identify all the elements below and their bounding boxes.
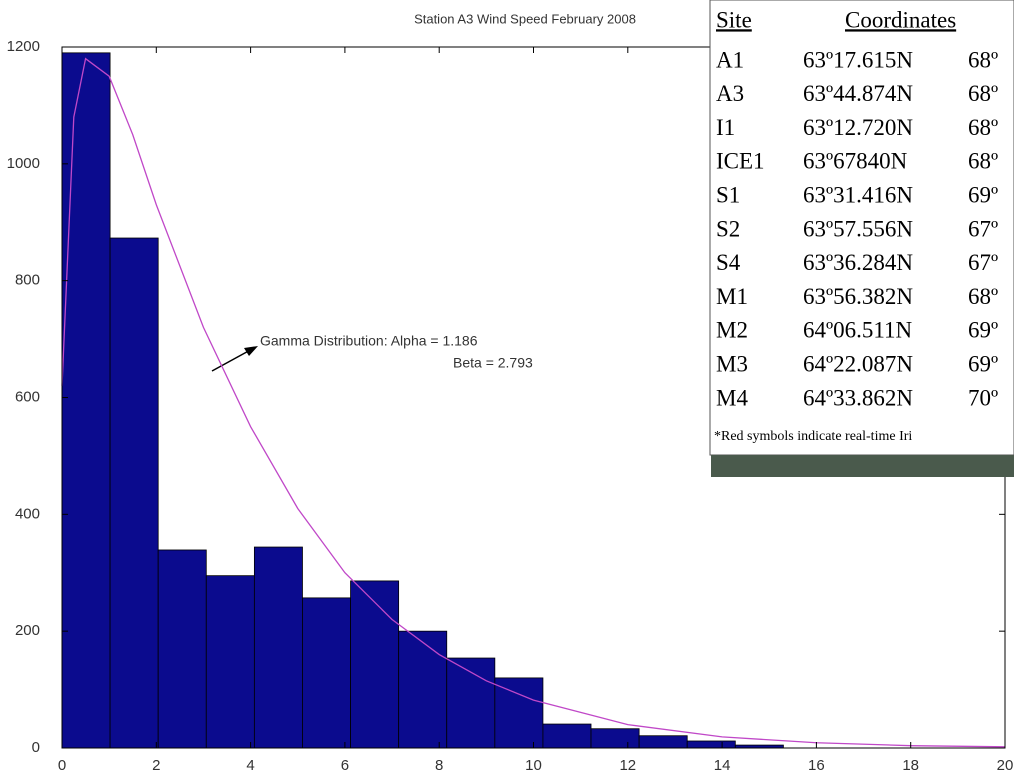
bar — [253, 546, 303, 749]
table-cell: 68º — [968, 47, 998, 72]
table-cell: 63º17.615N — [803, 47, 913, 72]
y-tick-label: 1000 — [7, 155, 40, 172]
table-cell: 68º — [968, 81, 998, 106]
table-header: Site — [716, 7, 752, 32]
bar — [590, 728, 640, 749]
chart-title: Station A3 Wind Speed February 2008 — [414, 11, 636, 26]
annotation-arrow — [211, 346, 258, 372]
bar — [61, 52, 111, 749]
table-cell: 67º — [968, 216, 998, 241]
bar — [302, 597, 351, 749]
map-strip — [711, 455, 1014, 477]
table-cell: 69º — [968, 318, 998, 343]
x-tick-label: 6 — [341, 757, 349, 774]
table-cell: ICE1 — [716, 149, 765, 174]
table-bg — [709, 0, 1014, 456]
bar — [109, 237, 159, 749]
fit-curve — [61, 57, 1006, 748]
bar — [542, 723, 592, 749]
table-cell: M3 — [716, 351, 748, 376]
table-cell: 63º67840N — [803, 149, 908, 174]
table-cell: M1 — [716, 284, 748, 309]
bar — [494, 677, 544, 749]
arrow-head — [244, 346, 258, 356]
table-cell: 63º36.284N — [803, 250, 913, 275]
table-cell: 63º12.720N — [803, 115, 913, 140]
y-tick-label: 0 — [32, 739, 40, 756]
x-tick-label: 14 — [714, 757, 731, 774]
bar — [638, 735, 688, 749]
table-cell: 68º — [968, 115, 998, 140]
annotation: Beta = 2.793 — [453, 355, 533, 371]
table-cell: I1 — [716, 115, 735, 140]
table-cell: 64º22.087N — [803, 351, 913, 376]
table-cell: 69º — [968, 182, 998, 207]
table-cell: S2 — [716, 216, 740, 241]
x-tick-label: 0 — [58, 757, 66, 774]
legend-table: Site Coordinates A1 63º17.615N 68º A3 63º44.… — [709, 0, 1014, 477]
table-cell: S4 — [716, 250, 741, 275]
y-tick-label: 1200 — [7, 38, 40, 55]
table-cell: 70º — [968, 385, 998, 410]
y-tick-label: 400 — [15, 505, 40, 522]
bar — [398, 630, 448, 749]
table-cell: 63º31.416N — [803, 182, 913, 207]
table-cell: 68º — [968, 149, 998, 174]
table-cell: 68º — [968, 284, 998, 309]
x-tick-label: 2 — [152, 757, 160, 774]
table-cell: 64º33.862N — [803, 385, 913, 410]
y-tick-label: 800 — [15, 272, 40, 289]
table-cell: S1 — [716, 182, 740, 207]
table-cell: 67º — [968, 250, 998, 275]
table-header: Coordinates — [845, 7, 956, 32]
x-tick-label: 4 — [246, 757, 254, 774]
x-tick-label: 20 — [997, 757, 1014, 774]
table-cell: M2 — [716, 318, 748, 343]
table-cell: A3 — [716, 81, 744, 106]
x-tick-label: 12 — [619, 757, 636, 774]
bar — [157, 549, 207, 749]
x-tick-label: 8 — [435, 757, 443, 774]
table-cell: 64º06.511N — [803, 318, 913, 343]
table-cell: 63º56.382N — [803, 284, 913, 309]
x-tick-label: 16 — [808, 757, 825, 774]
y-tick-label: 200 — [15, 622, 40, 639]
bar — [350, 580, 400, 749]
annotation: Gamma Distribution: Alpha = 1.186 — [260, 333, 478, 349]
bar — [446, 657, 496, 749]
bar — [205, 575, 255, 749]
x-tick-label: 10 — [525, 757, 542, 774]
x-tick-label: 18 — [902, 757, 919, 774]
table-cell: M4 — [716, 385, 748, 410]
y-tick-label: 600 — [15, 388, 40, 405]
table-cell: A1 — [716, 47, 744, 72]
table-note: *Red symbols indicate real-time Iri — [714, 429, 912, 444]
table-cell: 69º — [968, 351, 998, 376]
table-cell: 63º44.874N — [803, 81, 913, 106]
table-cell: 63º57.556N — [803, 216, 913, 241]
bar — [686, 740, 736, 749]
